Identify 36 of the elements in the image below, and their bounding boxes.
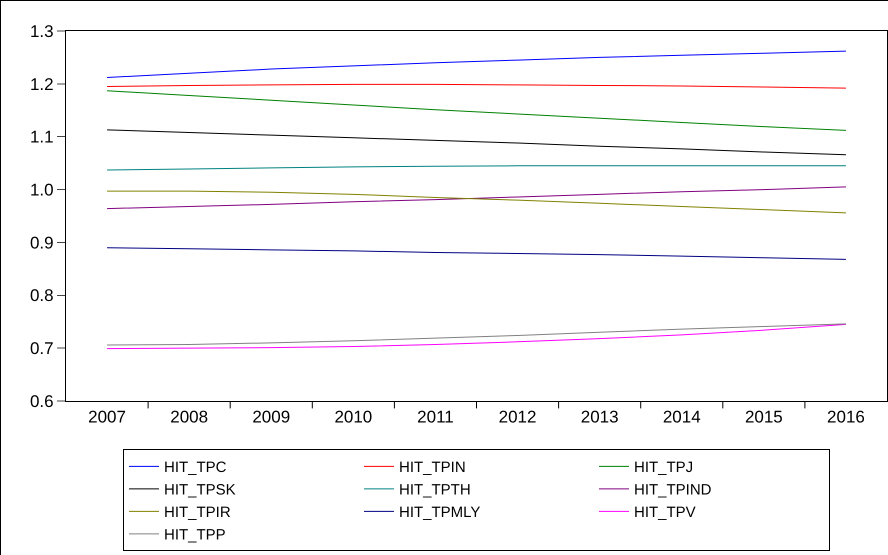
y-tick-label: 0.9 <box>30 233 54 252</box>
x-tick-label: 2007 <box>88 407 126 426</box>
legend-label: HIT_TPTH <box>399 482 471 499</box>
y-tick-label: 0.6 <box>30 392 54 411</box>
legend-label: HIT_TPIR <box>164 504 231 522</box>
y-tick-label: 1.3 <box>30 22 54 41</box>
line-series <box>106 247 846 260</box>
x-tick-label: 2015 <box>744 407 783 426</box>
x-tick-label: 2014 <box>662 407 701 426</box>
x-tick-label: 2013 <box>580 407 619 426</box>
legend-label: HIT_TPJ <box>634 459 694 476</box>
line-series <box>106 324 846 350</box>
line-series <box>106 186 846 210</box>
line-series <box>106 323 846 346</box>
x-tick-label: 2010 <box>334 407 372 426</box>
x-tick-label: 2011 <box>417 407 454 426</box>
y-tick-label: 0.7 <box>30 339 54 358</box>
y-tick-label: 0.8 <box>30 286 54 306</box>
legend-label: HIT_TPIND <box>634 482 712 499</box>
x-tick-label: 2008 <box>170 407 208 426</box>
line-series <box>106 50 846 78</box>
legend-label: HIT_TPIN <box>399 459 466 476</box>
x-tick-label: 2012 <box>498 407 536 426</box>
legend-label: HIT_TPSK <box>164 482 236 499</box>
y-tick-label: 1.0 <box>30 180 54 200</box>
line-series <box>106 190 846 214</box>
y-tick-label: 1.1 <box>30 128 54 147</box>
y-tick-label: 1.2 <box>30 74 54 94</box>
line-series <box>106 129 846 156</box>
x-tick-label: 2016 <box>827 407 865 426</box>
line-series <box>106 90 846 131</box>
legend-label: HIT_TPV <box>634 504 696 522</box>
legend-label: HIT_TPMLY <box>399 504 480 522</box>
legend-label: HIT_TPP <box>164 526 226 544</box>
x-tick-label: 2009 <box>252 407 290 426</box>
legend-label: HIT_TPC <box>164 459 227 476</box>
